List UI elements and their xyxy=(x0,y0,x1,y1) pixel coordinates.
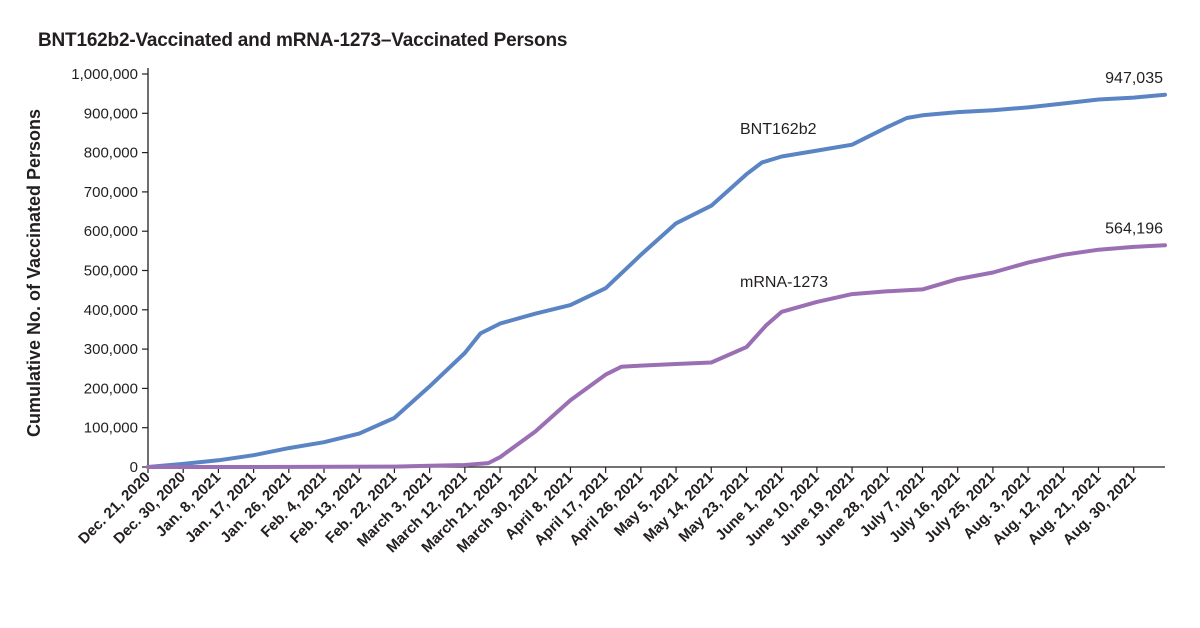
mrna-1273-line xyxy=(146,243,1167,469)
bnt162b2-line xyxy=(146,92,1167,469)
mrna-1273-end-value: 564,196 xyxy=(1105,220,1163,237)
y-tick-label: 700,000 xyxy=(84,184,138,201)
bnt162b2-series-label: BNT162b2 xyxy=(740,121,817,138)
mrna-1273-series-label: mRNA-1273 xyxy=(740,274,828,291)
y-axis-label-group: Cumulative No. of Vaccinated Persons xyxy=(24,109,44,437)
y-tick-label: 300,000 xyxy=(84,341,138,358)
y-tick-label: 800,000 xyxy=(84,145,138,162)
series-lines xyxy=(146,92,1167,469)
y-axis: 0 100,000 200,000 300,000 400,000 500,000 600,… xyxy=(71,66,148,476)
y-axis-label: Cumulative No. of Vaccinated Persons xyxy=(24,109,44,437)
y-tick-label: 1,000,000 xyxy=(71,66,138,83)
y-tick-label: 600,000 xyxy=(84,223,138,240)
y-tick-label: 0 xyxy=(130,459,138,476)
y-tick-label: 500,000 xyxy=(84,263,138,280)
y-tick-label: 100,000 xyxy=(84,420,138,437)
y-tick-label: 900,000 xyxy=(84,105,138,122)
y-tick-label: 400,000 xyxy=(84,302,138,319)
y-tick-label: 200,000 xyxy=(84,380,138,397)
chart-title: BNT162b2-Vaccinated and mRNA-1273–Vaccin… xyxy=(38,30,568,51)
bnt162b2-end-value: 947,035 xyxy=(1105,70,1163,87)
series-labels: BNT162b2 947,035 mRNA-1273 564,196 xyxy=(740,70,1163,291)
